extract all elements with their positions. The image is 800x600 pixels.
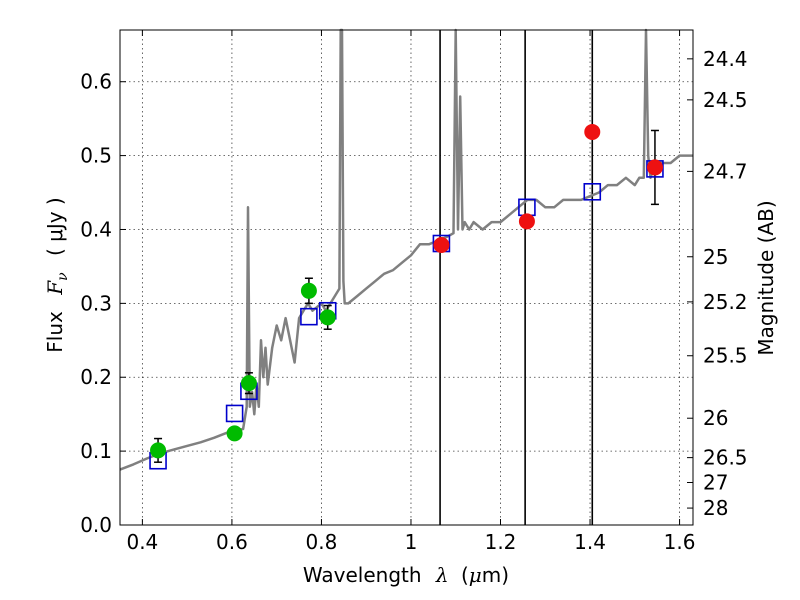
y2-tick-label: 24.5 <box>703 88 748 112</box>
x-axis-title: Wavelength λ (μm) <box>303 563 509 587</box>
vertical-marker-lines <box>439 30 594 525</box>
y2-axis-title: Magnitude (AB) <box>754 200 778 355</box>
x-tick-label: 1.6 <box>664 530 696 554</box>
x-axis-units-mu: μ <box>469 563 482 587</box>
photometry-point <box>300 282 317 299</box>
y2-tick-label: 25.5 <box>703 344 748 368</box>
photometry-point <box>433 236 450 253</box>
x-tick-label: 1.4 <box>574 530 606 554</box>
x-tick-label: 1 <box>405 530 418 554</box>
y2-tick-label: 26 <box>703 406 728 430</box>
y-axis-symbol-sub: ν <box>55 272 71 281</box>
y2-tick-label: 25 <box>703 245 728 269</box>
y2-tick-label: 27 <box>703 470 728 494</box>
error-bars <box>154 129 659 463</box>
model-square-marker <box>225 404 244 423</box>
y-tick-label: 0.2 <box>80 365 112 389</box>
x-tick-label: 0.4 <box>126 530 158 554</box>
photometry-point <box>240 375 257 392</box>
x-tick-label: 0.6 <box>216 530 248 554</box>
axis-ticks: 0.4 0.6 0.8 1 1.2 1.4 1.6 0.0 0.1 0.2 0.3 0.4 0.5 0.6… <box>80 30 748 554</box>
y2-tick-label: 26.5 <box>703 446 748 470</box>
y-tick-label: 0.1 <box>80 439 112 463</box>
y-tick-label: 0.6 <box>80 70 112 94</box>
y2-tick-label: 24.7 <box>703 159 748 183</box>
y-tick-label: 0.4 <box>80 217 112 241</box>
y2-tick-label: 28 <box>703 496 728 520</box>
y-tick-label: 0.5 <box>80 144 112 168</box>
photometry-point <box>584 123 601 140</box>
x-axis-label: Wavelength <box>303 563 422 587</box>
y-axis-title: Flux Fν ( μJy ) <box>43 197 72 352</box>
x-axis-units: ( <box>461 563 469 587</box>
photometry-point <box>518 213 535 230</box>
photometry-point <box>150 442 167 459</box>
x-axis-units-m: m) <box>482 563 509 587</box>
y-tick-label: 0.3 <box>80 291 112 315</box>
y2-tick-label: 25.2 <box>703 290 748 314</box>
model-square-marker <box>583 182 602 201</box>
grid-lines <box>120 30 693 526</box>
model-squares <box>149 160 664 470</box>
photometry-points <box>150 123 663 459</box>
y-axis-units: ( μJy ) <box>43 197 67 256</box>
y-axis-label: Flux <box>43 311 67 353</box>
photometry-point <box>319 309 336 326</box>
plot-frame <box>119 29 694 526</box>
model-square-marker <box>300 307 318 326</box>
spectrum-line <box>119 28 693 471</box>
y2-tick-label: 24.4 <box>703 47 748 71</box>
x-tick-label: 1.2 <box>485 530 517 554</box>
x-tick-label: 0.8 <box>306 530 338 554</box>
y-axis-symbol: F <box>43 280 67 296</box>
y-tick-label: 0.0 <box>80 513 112 537</box>
photometry-point <box>226 425 243 442</box>
photometry-point <box>646 159 663 176</box>
x-axis-symbol: λ <box>435 563 449 587</box>
spectrum-series <box>119 28 693 471</box>
